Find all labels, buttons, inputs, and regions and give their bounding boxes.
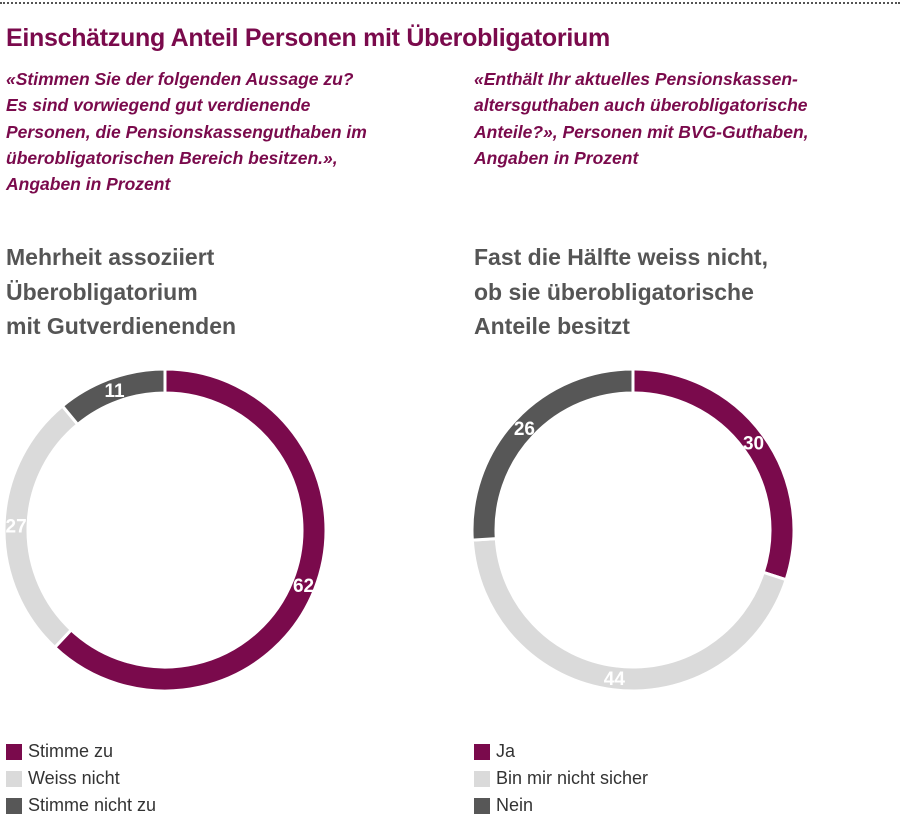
legend-swatch	[474, 743, 490, 760]
legend-label: Ja	[496, 741, 516, 761]
legend-item: Weiss nicht	[6, 765, 156, 792]
data-label: 44	[604, 669, 626, 690]
legend-item: Stimme zu	[6, 738, 156, 765]
legend-label: Stimme zu	[28, 741, 114, 761]
legend-label: Nein	[496, 795, 534, 815]
legend-swatch	[6, 743, 22, 760]
data-label: 11	[104, 381, 125, 402]
legend-left: Stimme zu Weiss nicht Stimme nicht zu	[6, 738, 156, 819]
legend-swatch	[474, 770, 490, 787]
legend-label: Stimme nicht zu	[28, 795, 157, 815]
donut-chart-right: 30 44 26	[470, 367, 796, 693]
page-title: Einschätzung Anteil Personen mit Überobl…	[6, 24, 610, 52]
legend-item: Nein	[474, 792, 648, 819]
legend-label: Weiss nicht	[28, 768, 120, 788]
legend-swatch	[6, 797, 22, 814]
donut-slice-stimme-nicht-zu	[60, 367, 167, 427]
data-label: 30	[743, 433, 764, 454]
data-label: 62	[293, 576, 314, 597]
data-label: 26	[514, 419, 535, 440]
chart-title-left: Mehrheit assoziiert Überobligatorium mit…	[6, 244, 237, 339]
donut-slice-bin-mir-nicht-sicher	[470, 537, 789, 693]
donut-slice-ja	[631, 367, 796, 582]
donut-slice-nein	[470, 367, 635, 542]
legend-swatch	[474, 797, 490, 814]
legend-right: Ja Bin mir nicht sicher Nein	[474, 738, 648, 819]
legend-swatch	[6, 770, 22, 787]
donut-slice-stimme-zu	[52, 367, 328, 693]
chart-title-right: Fast die Hälfte weiss nicht, ob sie über…	[474, 244, 768, 339]
donut-chart-left: 62 27 11	[2, 367, 328, 693]
dotted-divider	[0, 2, 900, 4]
question-right: «Enthält Ihr aktuelles Pensionskassen- a…	[474, 69, 809, 168]
legend-item: Ja	[474, 738, 648, 765]
legend-item: Stimme nicht zu	[6, 792, 156, 819]
question-left: «Stimmen Sie der folgenden Aussage zu? E…	[6, 69, 367, 195]
legend-item: Bin mir nicht sicher	[474, 765, 648, 792]
data-label: 27	[6, 516, 27, 537]
legend-label: Bin mir nicht sicher	[496, 768, 649, 788]
